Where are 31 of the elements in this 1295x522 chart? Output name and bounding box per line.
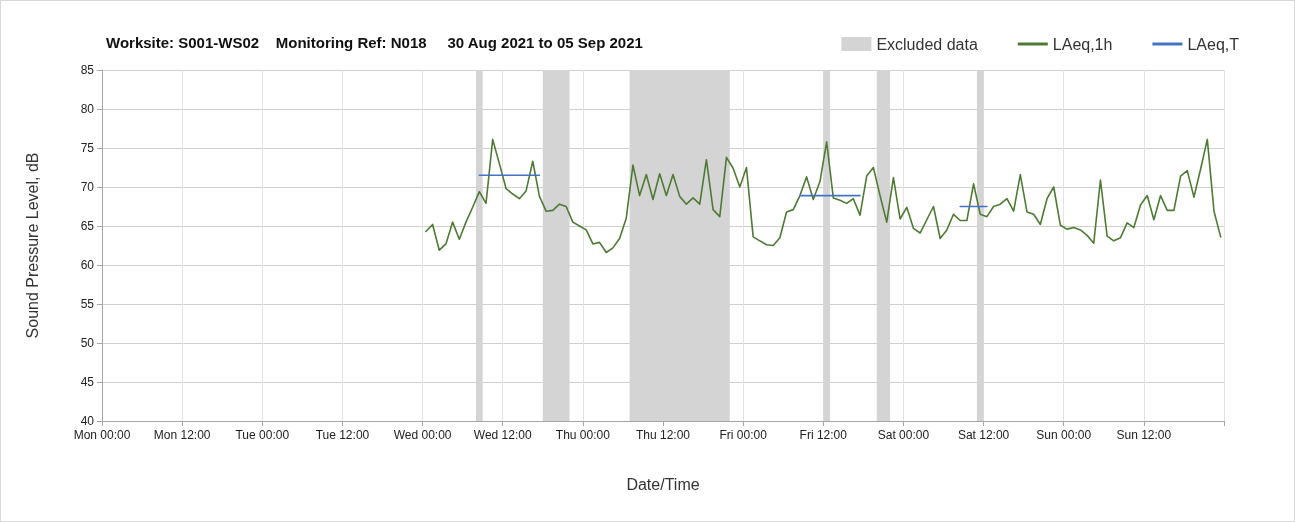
x-tick-label: Sun 00:00 — [1036, 428, 1092, 442]
y-tick-label: 80 — [80, 102, 95, 116]
x-tick-label: Sat 00:00 — [877, 428, 930, 442]
x-tick-label: Thu 00:00 — [555, 428, 611, 442]
x-tick-label: Mon 12:00 — [153, 428, 211, 442]
x-tick-label: Fri 00:00 — [719, 428, 768, 442]
x-tick-label: Mon 00:00 — [73, 428, 131, 442]
x-tick-label: Thu 12:00 — [635, 428, 691, 442]
x-tick-label: Sun 12:00 — [1116, 428, 1172, 442]
x-tick-label: Wed 00:00 — [393, 428, 452, 442]
x-tick-label: Sat 12:00 — [957, 428, 1010, 442]
x-tick-label: Tue 12:00 — [315, 428, 370, 442]
chart-title: Worksite: S001-WS02 Monitoring Ref: N018 30 Aug 2021 to 05 Sep 2021 — [106, 34, 643, 51]
x-tick-label: Fri 12:00 — [799, 428, 848, 442]
legend-label: Excluded data — [876, 35, 978, 53]
y-tick-label: 85 — [80, 63, 95, 77]
legend-label: LAeq,T — [1187, 35, 1240, 53]
y-tick-label: 75 — [80, 141, 95, 155]
y-tick-label: 45 — [80, 375, 95, 389]
x-axis-title: Date/Time — [626, 475, 700, 493]
x-tick-label: Tue 00:00 — [235, 428, 290, 442]
y-tick-label: 55 — [80, 297, 95, 311]
line-series — [425, 138, 1222, 254]
y-tick-label: 50 — [80, 336, 95, 350]
legend-label: LAeq,1h — [1052, 35, 1113, 53]
y-axis-title: Sound Pressure Level, dB — [23, 152, 41, 339]
y-tick-label: 60 — [80, 258, 95, 272]
y-tick-label: 40 — [80, 414, 95, 428]
x-tick-label: Wed 12:00 — [473, 428, 532, 442]
y-tick-label: 70 — [80, 180, 95, 194]
y-tick-label: 65 — [80, 219, 95, 233]
